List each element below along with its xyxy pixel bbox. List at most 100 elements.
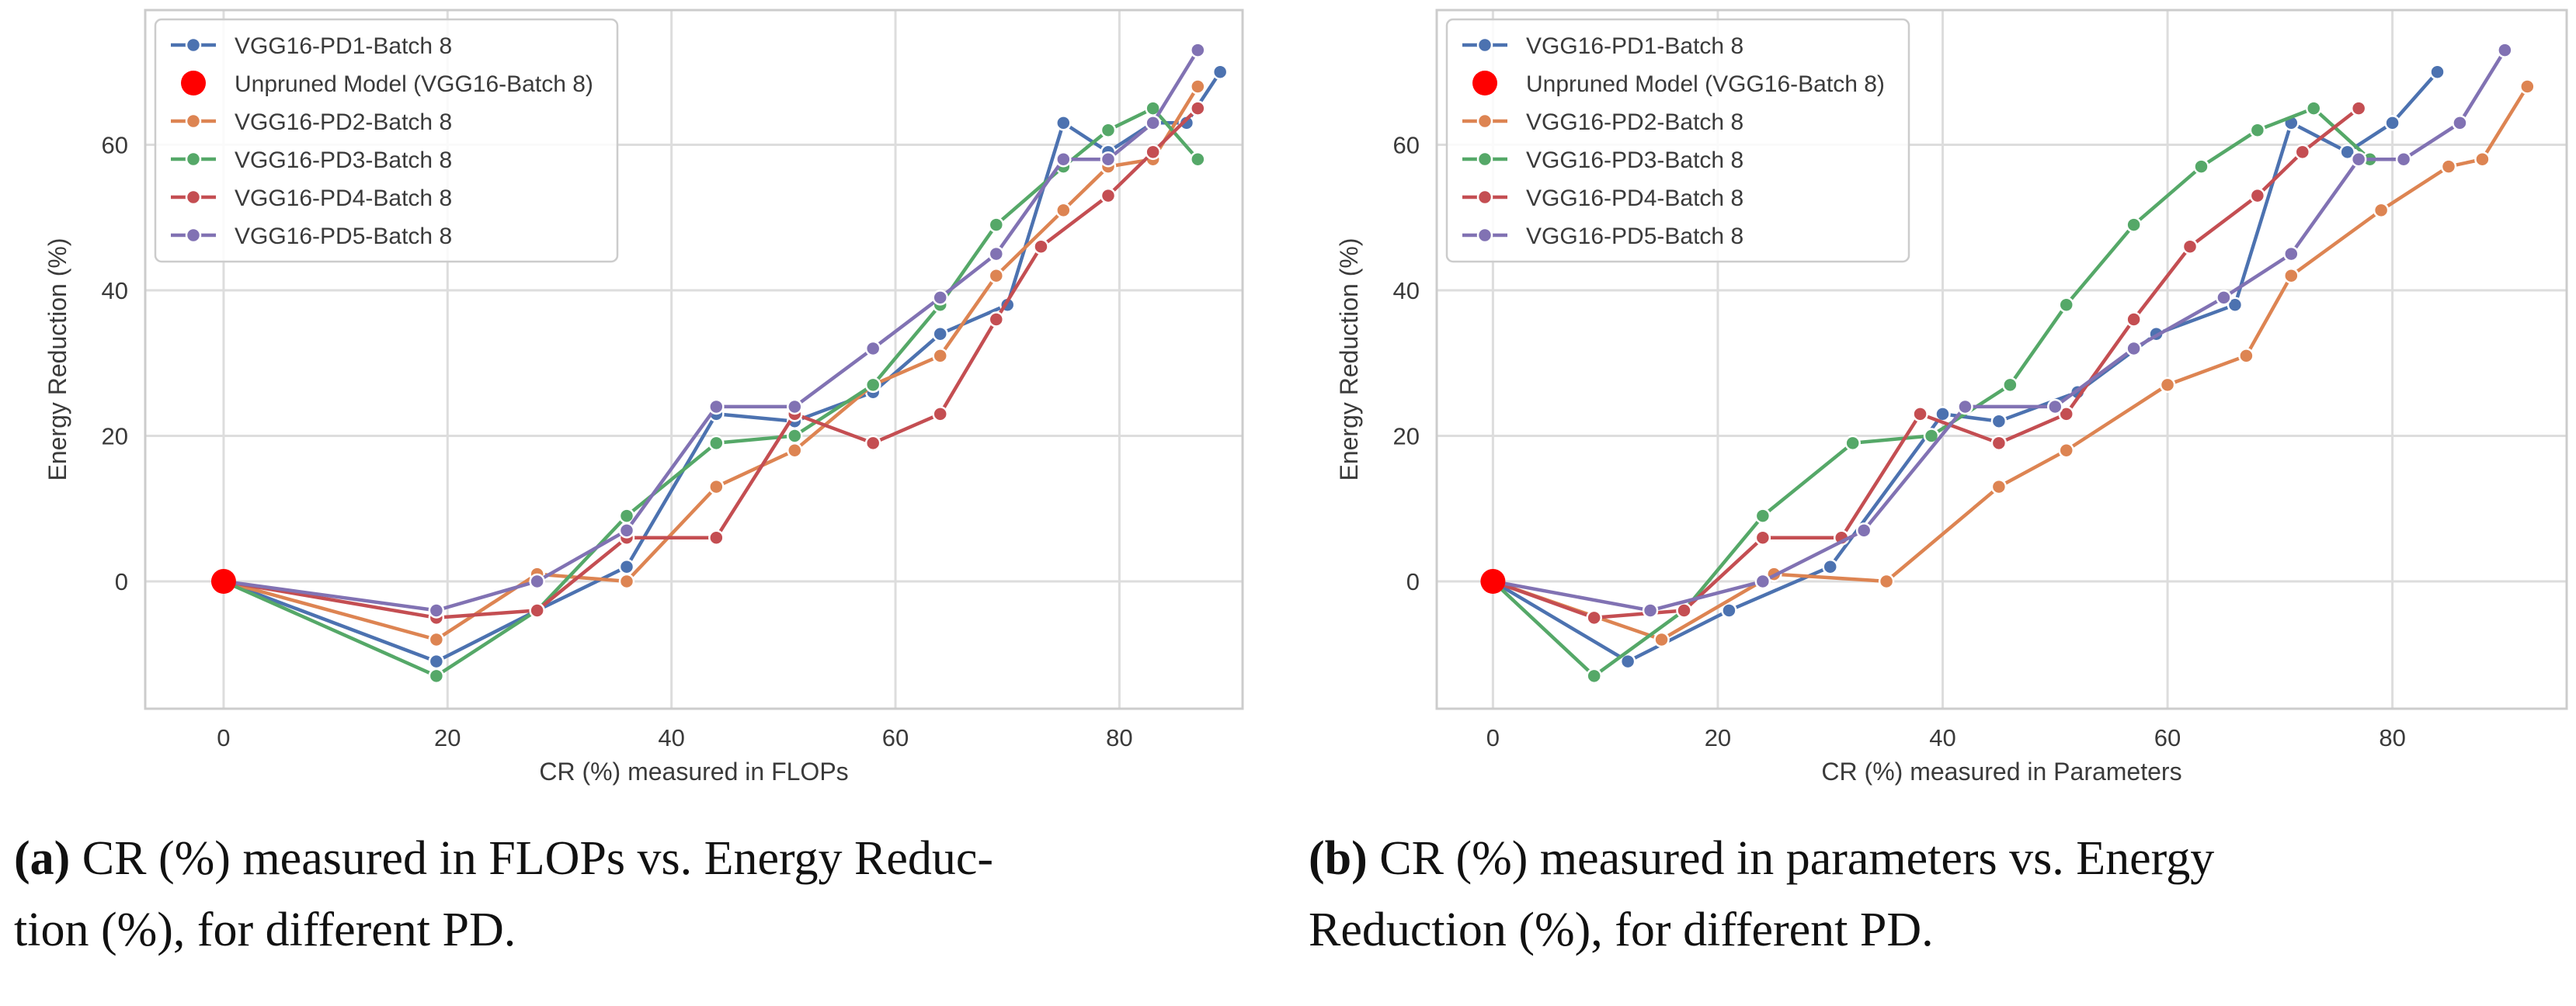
flops-point-pd5 [428,602,445,619]
caption-b-line2: Reduction (%), for different PD. [1309,904,1934,956]
params-point-pd3 [1586,668,1602,685]
params-point-pd5 [2283,245,2300,262]
params-point-pd2 [2440,158,2457,175]
flops-point-pd5 [529,573,545,590]
params-y-tick-label: 0 [1406,568,1420,595]
flops-point-pd5 [787,398,803,415]
params-point-pd5 [2395,151,2412,168]
flops-point-pd1 [932,325,948,342]
chart-parameters: 0 20 40 60 80 0 20 40 60 CR (%) measured in Param… [1335,9,2568,786]
params-y-tick-label: 60 [1393,131,1420,158]
caption-b-label: (b) [1309,832,1368,885]
caption-a-line1: (a) CR (%) measured in FLOPs vs. Energy … [14,832,993,885]
flops-point-pd5 [1055,151,1072,168]
params-point-pd3 [2306,100,2322,116]
flops-point-pd2 [1055,202,1072,219]
params-point-pd1 [2384,115,2400,131]
params-point-pd3 [2126,217,2142,233]
flops-point-pd4 [1145,144,1161,161]
params-x-tick-label: 80 [2379,724,2405,751]
params-point-pd2 [1990,478,2008,495]
params-y-tick-label: 20 [1393,422,1420,449]
params-point-pd4 [2181,238,2199,255]
flops-legend-label: VGG16-PD1-Batch 8 [235,33,452,59]
params-point-pd3 [1754,508,1771,524]
flops-legend-marker [185,151,202,168]
params-point-pd2 [2519,78,2536,95]
params-point-pd1 [2227,297,2244,313]
flops-legend [154,18,619,263]
params-point-pd3 [2058,297,2074,313]
params-legend-label: Unpruned Model (VGG16-Batch 8) [1526,71,1885,97]
params-point-pd2 [2474,151,2491,168]
flops-point-pd3 [864,376,881,394]
params-legend-label: VGG16-PD2-Batch 8 [1526,109,1743,135]
flops-point-pd3 [428,668,445,685]
params-point-pd3 [1844,435,1861,452]
params-point-pd1 [1619,653,1636,670]
params-point-pd4 [2350,100,2367,116]
caption-b-line1: (b) CR (%) measured in parameters vs. En… [1309,832,2214,885]
params-point-pd5 [1642,602,1659,619]
flops-y-axis-label: Energy Reduction (%) [43,238,71,480]
caption-a: (a) CR (%) measured in FLOPs vs. Energy … [14,823,993,966]
flops-point-pd4 [864,435,881,452]
flops-point-pd3 [1100,122,1117,138]
flops-point-pd5 [1100,151,1117,168]
params-point-pd4 [1586,609,1602,626]
flops-point-pd2 [708,478,725,495]
params-legend-marker [1476,113,1493,130]
flops-point-pd2 [618,573,635,590]
params-point-pd5 [1855,522,1872,539]
caption-a-text1: CR (%) measured in FLOPs vs. Energy Redu… [70,832,994,885]
flops-point-pd2 [988,267,1005,284]
params-point-pd4 [1754,529,1771,546]
params-point-pd4 [1676,602,1692,619]
flops-point-pd2 [428,631,445,648]
flops-point-pd3 [787,428,803,444]
params-point-pd2 [2373,202,2390,219]
params-point-pd2 [2058,442,2074,459]
flops-point-pd5 [708,398,725,415]
params-point-pd5 [2350,151,2367,168]
flops-point-pd1 [1212,64,1229,80]
flops-point-pd1 [428,653,445,670]
flops-legend-label: Unpruned Model (VGG16-Batch 8) [235,71,593,97]
flops-point-pd1 [1178,115,1195,131]
params-plot-frame [1435,9,2568,710]
flops-y-tick-label: 60 [102,131,128,158]
flops-point-pd2 [1190,78,1206,95]
params-x-tick-label: 60 [2154,724,2181,751]
params-legend-label: VGG16-PD5-Batch 8 [1526,224,1743,249]
params-point-pd3 [2193,158,2209,175]
flops-legend-label: VGG16-PD3-Batch 8 [235,147,452,173]
flops-unpruned-marker [210,568,236,594]
caption-a-label: (a) [14,832,71,885]
flops-point-pd2 [787,442,803,459]
flops-point-pd5 [988,245,1005,262]
params-point-pd5 [2497,42,2513,58]
flops-point-pd5 [618,522,635,539]
flops-point-pd4 [1190,100,1206,116]
params-legend-label: VGG16-PD4-Batch 8 [1526,186,1743,211]
params-point-pd5 [2126,340,2142,357]
params-point-pd1 [2339,144,2355,161]
flops-y-tick-label: 0 [115,568,128,595]
params-point-pd4 [2058,406,2074,422]
flops-point-pd5 [864,340,881,357]
flops-x-axis-label: CR (%) measured in FLOPs [539,758,848,786]
params-point-pd1 [1990,413,2008,429]
params-point-pd4 [1912,406,1928,422]
flops-point-pd4 [529,602,545,619]
params-point-pd1 [1721,602,1737,619]
params-point-pd5 [1957,398,1973,415]
flops-x-tick-label: 80 [1106,724,1132,751]
flops-point-pd1 [1055,115,1072,131]
params-point-pd5 [2452,115,2468,131]
params-point-pd5 [2216,290,2232,306]
flops-point-pd5 [932,290,948,306]
params-point-pd2 [2283,267,2300,284]
params-point-pd1 [1822,558,1838,575]
flops-legend-label: VGG16-PD2-Batch 8 [235,109,452,135]
params-point-pd4 [2249,187,2266,204]
